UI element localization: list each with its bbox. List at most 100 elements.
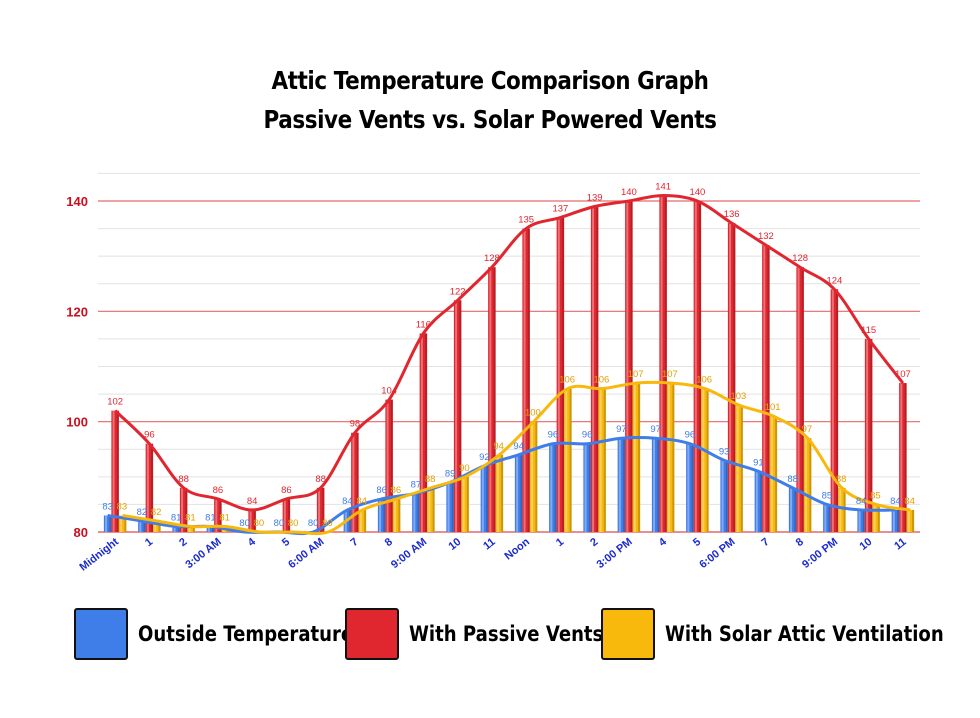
bar-outside-shade [212, 526, 215, 532]
legend-item-solar: With Solar Attic Ventilation [601, 606, 980, 662]
bar-solar [564, 388, 572, 532]
bar-solar-highlight [496, 454, 499, 532]
bar-outside-shade [691, 443, 694, 532]
bar-solar-shade [466, 476, 469, 532]
bar-outside [583, 443, 591, 532]
bar-outside [549, 443, 557, 532]
bar-solar-group [427, 487, 435, 532]
bar-outside-highlight [550, 443, 553, 532]
bar-outside-group [651, 438, 660, 532]
bar-passive-group [111, 410, 119, 532]
bar-passive-highlight [626, 201, 629, 532]
bar-solar-group [838, 487, 846, 532]
bar-passive [248, 509, 256, 532]
bar-solar-shade [603, 388, 606, 532]
bar-solar-group [769, 416, 778, 532]
bar-solar-shade [398, 498, 401, 532]
bar-outside-highlight [892, 509, 895, 532]
bar-solar [838, 487, 846, 532]
bar-passive-highlight [420, 333, 423, 532]
bar-passive-group [556, 217, 565, 533]
bar-passive-group [351, 432, 359, 532]
data-label-outside: 94 [513, 441, 524, 452]
bar-outside-shade [383, 498, 386, 532]
x-tick-label: Midnight [77, 536, 121, 574]
legend-swatch-solar [601, 608, 655, 660]
data-label-solar: 83 [117, 501, 128, 512]
data-label-solar: 86 [391, 485, 402, 496]
bar-solar [118, 515, 127, 532]
bar-solar [461, 476, 469, 532]
data-label-passive: 88 [178, 474, 189, 485]
bar-solar-highlight [599, 388, 602, 532]
bar-outside-highlight [618, 438, 621, 532]
bar-outside [138, 520, 146, 532]
data-label-outside: 92 [479, 452, 490, 463]
bar-passive-group [488, 267, 496, 532]
bar-passive [179, 487, 188, 532]
bar-outside [514, 454, 523, 532]
bar-outside [823, 504, 831, 532]
legend-label-outside: Outside Temperature [138, 622, 354, 646]
bar-passive-highlight [249, 509, 252, 532]
bar-outside-highlight [584, 443, 587, 532]
bar-passive-highlight [455, 300, 458, 532]
bar-solar-highlight [839, 487, 842, 532]
bar-passive [522, 228, 530, 533]
bar-solar [529, 421, 538, 532]
bar-solar-highlight [907, 509, 910, 532]
bar-outside [206, 526, 215, 532]
bar-outside [857, 509, 865, 532]
bar-solar [701, 388, 709, 532]
data-label-solar: 80 [254, 518, 265, 529]
bar-solar-group [906, 509, 915, 532]
bar-solar-highlight [188, 526, 191, 532]
bar-passive [488, 267, 496, 532]
bar-solar-group [872, 504, 880, 532]
data-label-passive: 128 [484, 253, 500, 264]
x-tick-label: 11 [892, 536, 909, 553]
bar-passive [625, 201, 633, 532]
bar-outside-group [720, 460, 728, 532]
data-label-solar: 103 [730, 391, 746, 402]
bar-solar [632, 383, 641, 532]
bar-outside-group [891, 509, 900, 532]
x-tick-label: 5 [280, 536, 292, 549]
bar-solar-highlight [668, 383, 671, 532]
chart-title-line-2: Passive Vents vs. Solar Powered Vents [263, 105, 717, 134]
legend-item-passive: With Passive Vents [345, 606, 635, 662]
bar-passive [111, 410, 119, 532]
bar-outside-highlight [721, 460, 724, 532]
legend-swatch-outside [74, 608, 128, 660]
bar-passive-shade [733, 223, 736, 533]
legend: Outside Temperature With Passive Vents W… [0, 606, 980, 666]
bar-solar-shade [569, 388, 572, 532]
bar-outside-shade [897, 509, 900, 532]
bar-outside-group [617, 438, 626, 532]
bar-solar-highlight [394, 498, 397, 532]
bar-solar-group [735, 405, 743, 532]
bar-passive-shade [904, 383, 907, 532]
data-label-solar: 107 [628, 369, 644, 380]
bar-outside-highlight [207, 526, 210, 532]
bar-passive-group [316, 487, 325, 532]
bar-passive-group [179, 487, 188, 532]
data-label-outside: 87 [411, 479, 422, 490]
line-passive [114, 193, 905, 512]
data-label-outside: 80 [274, 518, 285, 529]
x-tick-label: 3:00 PM [595, 536, 635, 571]
bar-passive-highlight [866, 338, 869, 532]
x-tick-label: 7 [349, 536, 361, 549]
bar-passive [796, 267, 804, 532]
x-tick-label: 2 [588, 536, 600, 549]
legend-label-passive: With Passive Vents [409, 622, 604, 646]
bar-solar-highlight [805, 438, 808, 532]
bar-passive-highlight [352, 432, 355, 532]
data-label-solar: 80 [322, 518, 333, 529]
bar-solar-shade [535, 421, 538, 532]
data-label-passive: 84 [247, 496, 258, 507]
bar-solar-highlight [154, 520, 157, 532]
data-label-outside: 84 [890, 496, 901, 507]
bar-passive-highlight [112, 410, 115, 532]
bar-passive-shade [116, 410, 119, 532]
